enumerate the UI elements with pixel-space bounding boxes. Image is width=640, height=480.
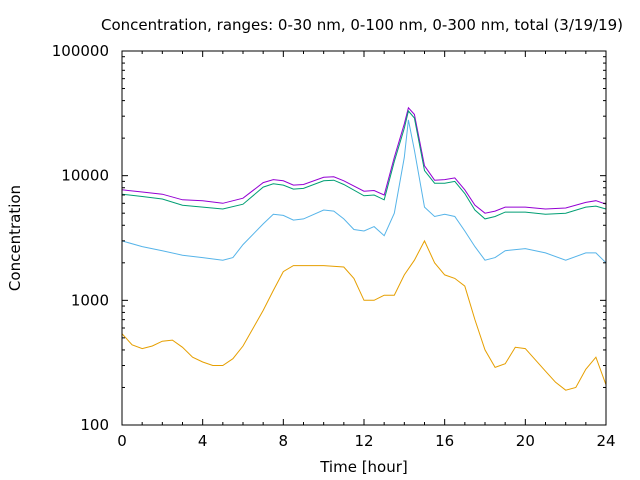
x-tick-label: 20 [516,432,535,450]
x-tick-label: 4 [198,432,208,450]
y-axis-ticks: 100 1000 10000 100000 [52,42,606,434]
x-tick-label: 16 [435,432,454,450]
y-tick-label: 1000 [71,291,109,309]
chart-title: Concentration, ranges: 0-30 nm, 0-100 nm… [101,16,623,34]
x-tick-label: 24 [596,432,615,450]
x-tick-label: 12 [354,432,373,450]
y-tick-label: 10000 [61,167,109,185]
series-line-1 [121,106,607,214]
x-axis-label: Time [hour] [319,458,408,476]
y-tick-label: 100 [80,416,109,434]
x-axis-ticks: 0 4 8 12 16 20 24 [117,51,616,450]
x-tick-label: 8 [279,432,289,450]
series-layer [121,106,607,391]
series-line-3 [121,119,607,264]
series-line-2 [121,109,607,220]
series-line-4 [121,239,607,391]
y-tick-label: 100000 [52,42,109,60]
x-tick-label: 0 [117,432,127,450]
y-axis-label: Concentration [6,185,24,291]
